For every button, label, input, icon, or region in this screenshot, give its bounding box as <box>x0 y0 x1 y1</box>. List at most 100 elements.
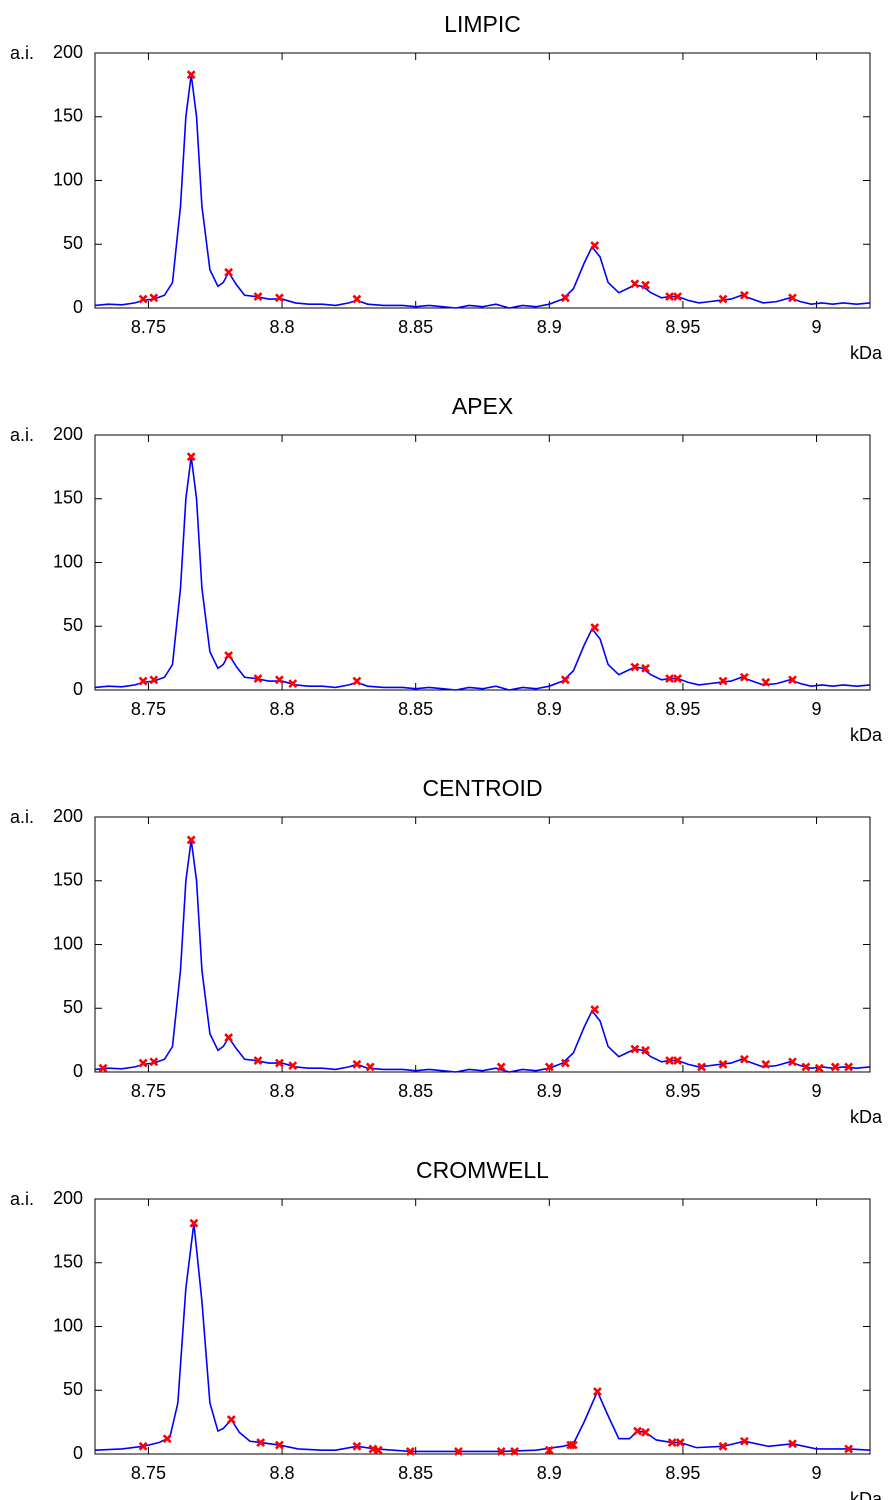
peak-marker <box>352 1059 362 1069</box>
peak-marker <box>98 1063 108 1073</box>
x-axis-label: kDa <box>850 1489 883 1500</box>
y-tick-label: 50 <box>63 997 83 1017</box>
x-tick-label: 8.8 <box>270 317 295 337</box>
plot-frame <box>94 434 871 691</box>
y-tick-label: 200 <box>53 1188 83 1208</box>
peak-marker <box>739 1054 749 1064</box>
peak-marker <box>739 290 749 300</box>
x-tick-label: 8.75 <box>131 1081 166 1101</box>
y-axis-label: a.i. <box>10 807 34 827</box>
peak-marker <box>288 1061 298 1071</box>
peak-marker <box>665 674 674 683</box>
x-tick-label: 8.95 <box>665 1463 700 1483</box>
peak-marker <box>718 1441 728 1451</box>
peak-marker <box>592 1387 602 1396</box>
y-tick-label: 150 <box>53 870 83 890</box>
peak-marker <box>641 1045 650 1055</box>
chart-title: CENTROID <box>422 775 542 801</box>
peak-marker <box>544 1062 554 1072</box>
peak-marker <box>365 1062 375 1072</box>
spectrum-line <box>94 839 871 1073</box>
peak-marker <box>253 292 263 301</box>
peak-marker <box>288 679 298 689</box>
peak-marker <box>761 1059 771 1069</box>
y-tick-label: 50 <box>63 233 83 253</box>
peak-marker <box>162 1434 172 1444</box>
y-tick-label: 0 <box>73 1443 83 1463</box>
spectrum-line <box>94 456 871 691</box>
chart-title: LIMPIC <box>444 11 521 37</box>
peak-marker <box>544 1445 554 1455</box>
peak-marker <box>566 1440 576 1450</box>
peak-marker <box>138 676 148 686</box>
x-tick-label: 9 <box>812 317 822 337</box>
y-tick-label: 0 <box>73 297 83 317</box>
peak-marker <box>138 1058 148 1068</box>
peak-marker <box>274 675 284 685</box>
y-tick-label: 150 <box>53 106 83 126</box>
x-axis-label: kDa <box>850 725 883 745</box>
peak-marker <box>675 1438 685 1447</box>
x-tick-label: 8.9 <box>537 699 562 719</box>
peak-marker <box>256 1438 266 1447</box>
x-tick-label: 8.8 <box>270 1081 295 1101</box>
x-tick-label: 8.95 <box>665 317 700 337</box>
y-tick-label: 100 <box>53 933 83 953</box>
x-axis-label: kDa <box>850 343 883 363</box>
y-tick-label: 0 <box>73 679 83 699</box>
plot-frame <box>94 816 871 1073</box>
chart-title: APEX <box>452 393 513 419</box>
y-tick-label: 150 <box>53 1252 83 1272</box>
peak-marker <box>633 1426 642 1436</box>
peak-marker <box>844 1444 854 1454</box>
peak-marker <box>186 452 196 462</box>
peak-marker <box>667 1438 677 1447</box>
peak-marker <box>405 1447 415 1456</box>
peak-marker <box>253 1056 263 1065</box>
peak-marker <box>641 280 650 290</box>
plot-frame <box>94 1198 871 1455</box>
peak-marker <box>590 1005 600 1014</box>
x-tick-label: 8.95 <box>665 699 700 719</box>
peak-marker <box>641 663 650 673</box>
peak-marker <box>718 676 728 686</box>
peak-marker <box>186 70 196 80</box>
peak-marker <box>226 1415 236 1424</box>
x-tick-label: 9 <box>812 1463 822 1483</box>
peak-marker <box>560 293 570 303</box>
peak-marker <box>630 1044 640 1054</box>
x-tick-label: 8.9 <box>537 1463 562 1483</box>
peak-marker <box>590 623 600 632</box>
peak-marker <box>673 292 683 301</box>
peak-marker <box>274 293 284 303</box>
peak-marker <box>788 1057 797 1067</box>
y-tick-label: 50 <box>63 1379 83 1399</box>
peak-marker <box>149 675 159 685</box>
y-tick-label: 100 <box>53 551 83 571</box>
peak-marker <box>496 1062 506 1072</box>
peak-marker <box>788 675 797 685</box>
y-tick-label: 100 <box>53 1315 83 1335</box>
spectrum-line <box>94 1223 871 1453</box>
peak-marker <box>739 672 749 682</box>
peak-marker <box>224 267 234 277</box>
peak-marker <box>830 1062 840 1072</box>
x-tick-label: 9 <box>812 699 822 719</box>
peak-marker <box>718 294 728 304</box>
peak-marker <box>496 1447 506 1456</box>
peak-marker <box>801 1062 811 1072</box>
x-tick-label: 8.85 <box>398 699 433 719</box>
y-axis-label: a.i. <box>10 43 34 63</box>
plot-frame <box>94 52 871 309</box>
peak-marker <box>352 294 362 304</box>
y-axis-label: a.i. <box>10 425 34 445</box>
x-tick-label: 8.75 <box>131 699 166 719</box>
peak-marker <box>814 1063 824 1073</box>
peak-marker <box>149 293 159 303</box>
chart-title: CROMWELL <box>416 1157 549 1183</box>
peak-marker <box>697 1062 707 1072</box>
x-tick-label: 9 <box>812 1081 822 1101</box>
peak-marker <box>186 835 196 845</box>
peak-marker <box>568 1440 578 1450</box>
peak-marker <box>665 1056 674 1065</box>
